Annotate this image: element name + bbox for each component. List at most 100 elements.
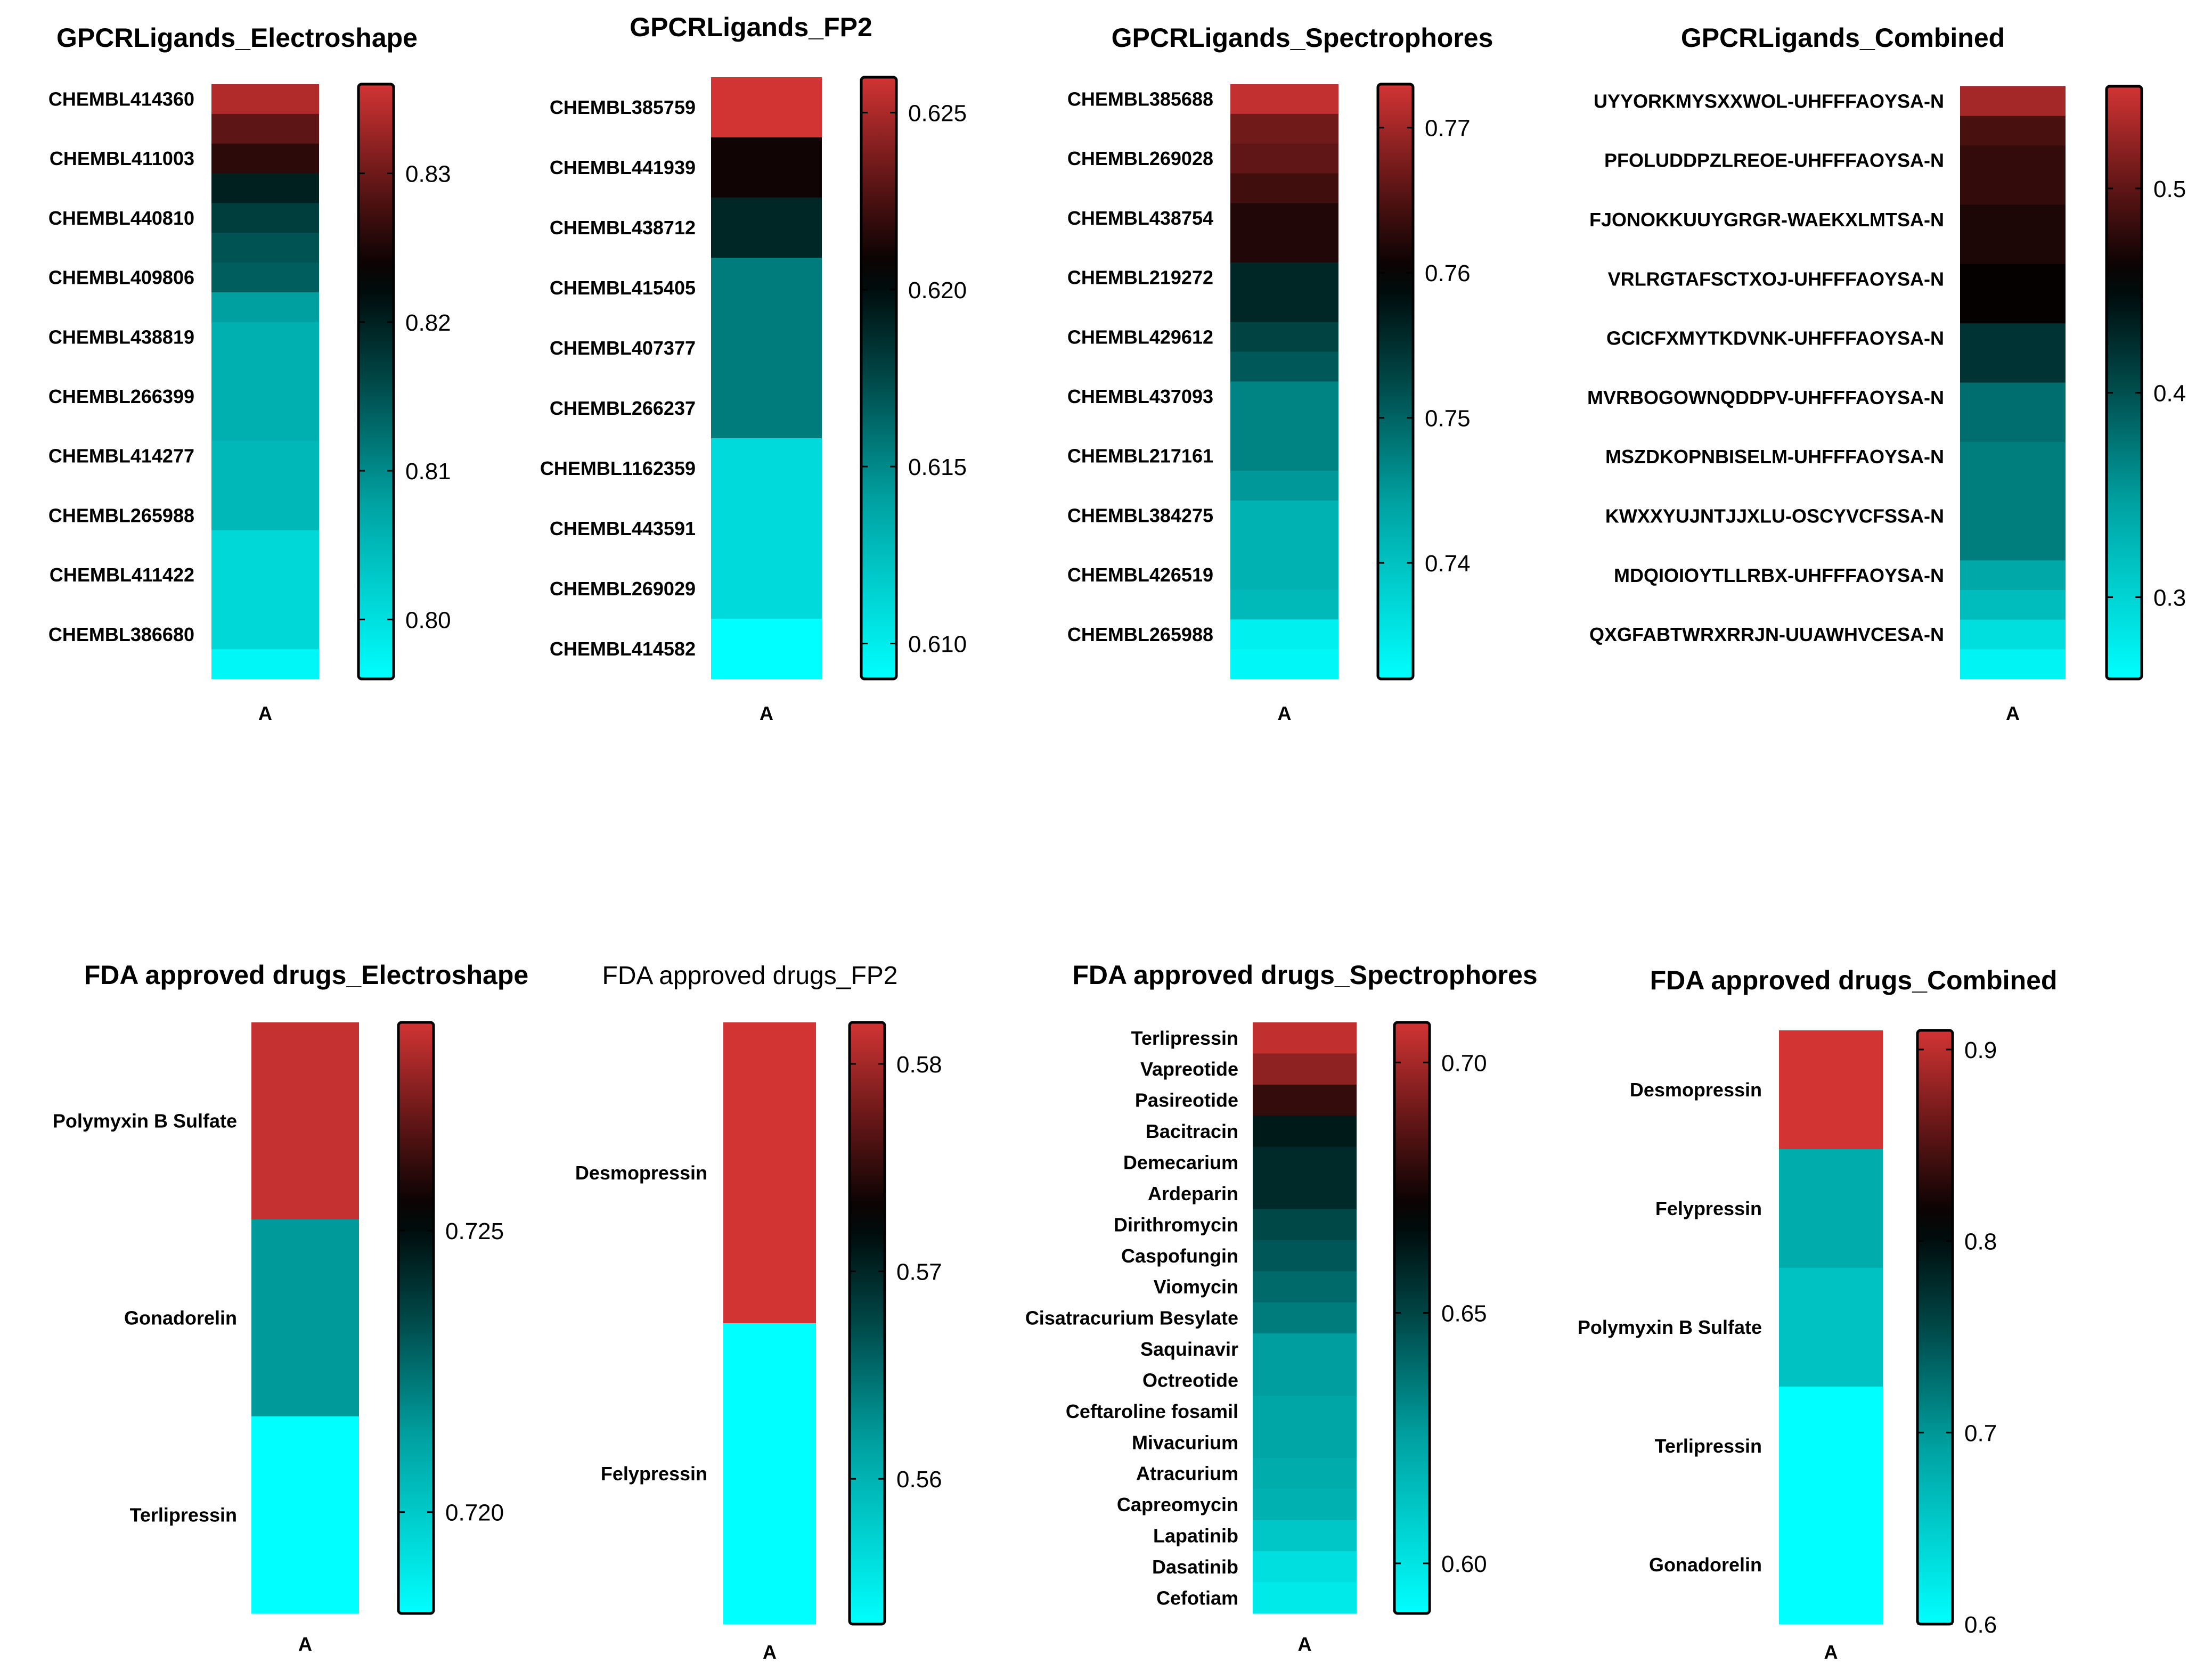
heatmap-cell — [1253, 1364, 1357, 1396]
chart-title: FDA approved drugs_Combined — [1650, 965, 2058, 995]
row-label: CHEMBL438819 — [48, 326, 194, 348]
colorbar-tick-label: 0.56 — [896, 1466, 942, 1493]
row-label: CHEMBL384275 — [1067, 504, 1213, 526]
row-label: CHEMBL219272 — [1067, 267, 1213, 289]
heatmap-panel: GPCRLigands_Electroshape CHEMBL414360 CHEM… — [48, 23, 451, 724]
colorbar-tick-label: 0.620 — [908, 277, 967, 304]
row-label: Desmopressin — [1630, 1079, 1762, 1101]
colorbar-tick-label: 0.5 — [2153, 176, 2186, 202]
row-label: Gonadorelin — [1649, 1554, 1762, 1576]
heatmap-cell — [1960, 382, 2066, 413]
heatmap-cell — [1960, 145, 2066, 176]
heatmap-cell — [1960, 590, 2066, 620]
heatmap-cell — [711, 77, 822, 138]
heatmap-cell — [1253, 1146, 1357, 1178]
heatmap-cell — [1960, 471, 2066, 502]
chart-title: FDA approved drugs_Electroshape — [84, 960, 528, 990]
row-label: CHEMBL265988 — [48, 504, 194, 526]
heatmap-cell — [1960, 441, 2066, 472]
heatmap-cell — [1960, 619, 2066, 650]
row-label: KWXXYUJNTJJXLU-OSCYVCFSSA-N — [1605, 505, 1944, 527]
heatmap-cell — [1779, 1268, 1883, 1387]
colorbar — [848, 1021, 886, 1626]
heatmap-cell — [711, 559, 822, 619]
row-label: MVRBOGOWNQDDPV-UHFFFAOYSA-N — [1587, 387, 1944, 408]
heatmap-cell — [211, 233, 319, 263]
heatmap-cell — [1960, 501, 2066, 531]
column-label: A — [763, 1641, 777, 1663]
colorbar-tick-label: 0.625 — [908, 100, 967, 126]
row-label: Felypressin — [601, 1463, 707, 1485]
column-label: A — [258, 702, 272, 724]
colorbar-tick-label: 0.8 — [1964, 1229, 1997, 1255]
row-label: CHEMBL409806 — [48, 267, 194, 289]
row-label: Desmopressin — [575, 1162, 707, 1184]
row-label: Cisatracurium Besylate — [1025, 1307, 1238, 1329]
column-label: A — [1298, 1633, 1312, 1655]
row-label: Gonadorelin — [124, 1307, 237, 1329]
row-label: CHEMBL266237 — [550, 397, 696, 419]
heatmap-cell — [1230, 530, 1338, 561]
row-label: CHEMBL385759 — [550, 96, 696, 118]
row-label: Demecarium — [1123, 1151, 1238, 1173]
heatmap-panel: FDA approved drugs_FP2 Desmopressin Felypr… — [575, 962, 942, 1663]
row-label: CHEMBL438754 — [1067, 207, 1213, 229]
heatmap-cell — [1230, 619, 1338, 650]
colorbar-tick-label: 0.4 — [2153, 381, 2186, 407]
heatmap-cell — [1960, 264, 2066, 294]
row-label: Ardeparin — [1148, 1183, 1238, 1204]
heatmap-cell — [211, 530, 319, 561]
heatmap-cell — [211, 143, 319, 174]
heatmap-cell — [211, 292, 319, 323]
heatmap-cell — [1253, 1240, 1357, 1272]
heatmap-cell — [1253, 1489, 1357, 1521]
heatmap-cell — [1253, 1582, 1357, 1614]
row-label: MSZDKOPNBISELM-UHFFFAOYSA-N — [1605, 446, 1944, 468]
heatmap-cell — [1253, 1333, 1357, 1365]
row-label: Saquinavir — [1140, 1338, 1238, 1360]
row-label: Octreotide — [1142, 1369, 1238, 1391]
heatmap-cell — [211, 649, 319, 679]
column-label: A — [1278, 702, 1292, 724]
heatmap-cell — [1230, 560, 1338, 591]
colorbar-tick-label: 0.75 — [1425, 406, 1471, 432]
heatmap-cell — [1960, 560, 2066, 591]
row-label: GCICFXMYTKDVNK-UHFFFAOYSA-N — [1606, 327, 1944, 349]
heatmap-cell — [1230, 471, 1338, 501]
heatmap-cell — [711, 498, 822, 559]
colorbar-tick-label: 0.80 — [405, 607, 451, 633]
row-label: Lapatinib — [1153, 1525, 1238, 1547]
row-label: VRLRGTAFSCTXOJ-UHFFFAOYSA-N — [1608, 268, 1944, 290]
heatmap-cell — [1779, 1505, 1883, 1625]
heatmap-cell — [251, 1219, 359, 1417]
row-label: CHEMBL414277 — [48, 445, 194, 467]
heatmap-cell — [1960, 323, 2066, 354]
row-label: CHEMBL443591 — [550, 518, 696, 539]
heatmap-cell — [251, 1022, 359, 1220]
row-label: Terlipressin — [130, 1504, 237, 1526]
heatmap-cell — [1230, 322, 1338, 353]
heatmap-cell — [211, 263, 319, 293]
heatmap-cell — [211, 411, 319, 441]
heatmap-cell — [211, 619, 319, 650]
heatmap-cell — [1230, 441, 1338, 471]
heatmap-cell — [1230, 203, 1338, 233]
heatmap-cell — [1960, 293, 2066, 324]
row-label: CHEMBL265988 — [1067, 624, 1213, 645]
colorbar-tick-label: 0.610 — [908, 632, 967, 658]
heatmap-cell — [1779, 1149, 1883, 1268]
heatmap-cell — [251, 1416, 359, 1614]
row-label: CHEMBL437093 — [1067, 386, 1213, 407]
heatmap-panel: GPCRLigands_FP2 CHEMBL385759 CHEMBL441939 C… — [540, 12, 967, 724]
heatmap-cell — [211, 441, 319, 471]
heatmap-cell — [1960, 116, 2066, 146]
heatmap-cell — [1960, 412, 2066, 442]
row-label: Felypressin — [1655, 1198, 1762, 1219]
row-label: Dirithromycin — [1114, 1214, 1238, 1235]
chart-title: GPCRLigands_FP2 — [630, 12, 872, 42]
heatmap-cell — [1960, 649, 2066, 679]
colorbar-tick-label: 0.9 — [1964, 1037, 1997, 1063]
heatmap-cell — [1230, 500, 1338, 531]
row-label: MDQIOIOYTLLRBX-UHFFFAOYSA-N — [1614, 564, 1944, 586]
heatmap-cell — [711, 318, 822, 379]
